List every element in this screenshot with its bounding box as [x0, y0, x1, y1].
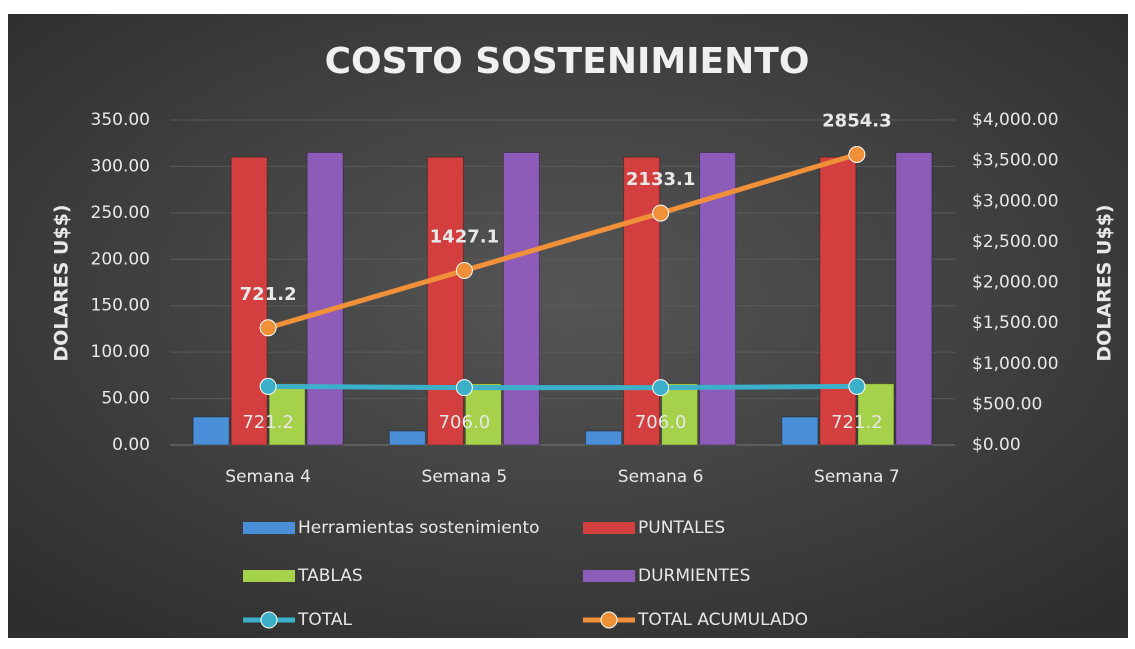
bar — [661, 383, 699, 446]
bar — [857, 383, 895, 446]
y-tick-label: 350.00 — [91, 110, 150, 130]
y2-tick-label: $3,000.00 — [972, 191, 1059, 211]
bar — [306, 152, 344, 446]
x-tick-label: Semana 4 — [225, 467, 311, 487]
data-label: 721.2 — [831, 412, 883, 433]
legend-swatch — [583, 570, 635, 582]
marker — [259, 377, 277, 395]
legend-marker — [260, 611, 278, 629]
line — [268, 383, 857, 391]
legend-swatch — [243, 570, 295, 582]
annotation: 2854.3 — [822, 110, 891, 131]
y-tick-label: 200.00 — [91, 249, 150, 269]
bar — [268, 383, 306, 446]
marker — [455, 261, 473, 279]
x-tick-label: Semana 6 — [618, 467, 704, 487]
legend-label: PUNTALES — [638, 518, 725, 538]
marker — [848, 377, 866, 395]
marker — [259, 319, 277, 337]
bar — [585, 430, 623, 446]
y-tick-label: 150.00 — [91, 296, 150, 316]
y-axis-title: DOLARES U$$) — [51, 204, 73, 361]
y-tick-label: 0.00 — [112, 435, 150, 455]
legend-label: TOTAL — [297, 610, 352, 630]
legend-label: DURMIENTES — [638, 566, 750, 586]
marker — [455, 379, 473, 397]
y2-tick-label: $2,000.00 — [972, 273, 1059, 293]
bar — [781, 416, 819, 446]
y2-tick-label: $2,500.00 — [972, 232, 1059, 252]
data-label: 706.0 — [439, 412, 491, 433]
y2-axis-title: DOLARES U$$) — [1094, 204, 1116, 361]
bar — [192, 416, 230, 446]
x-tick-label: Semana 7 — [814, 467, 900, 487]
bar — [426, 156, 464, 446]
legend-label: Herramientas sostenimiento — [298, 518, 540, 538]
y2-tick-label: $500.00 — [972, 394, 1042, 414]
bar — [464, 383, 502, 446]
bar — [623, 156, 661, 446]
chart-title: COSTO SOSTENIMIENTO — [325, 41, 810, 82]
legend-swatch — [583, 522, 635, 534]
annotation: 1427.1 — [430, 226, 499, 247]
y-tick-label: 50.00 — [101, 389, 150, 409]
marker — [652, 379, 670, 397]
legend-label: TOTAL ACUMULADO — [637, 610, 808, 630]
legend-label: TABLAS — [297, 566, 363, 586]
data-label: 706.0 — [635, 412, 687, 433]
y-tick-label: 250.00 — [91, 203, 150, 223]
bar — [388, 430, 426, 446]
y2-tick-label: $4,000.00 — [972, 110, 1059, 130]
y-tick-label: 100.00 — [91, 342, 150, 362]
chart-background — [8, 14, 1128, 638]
y-tick-label: 300.00 — [91, 156, 150, 176]
bar — [819, 156, 857, 446]
marker — [652, 204, 670, 222]
data-label: 721.2 — [242, 412, 294, 433]
bar — [502, 152, 540, 446]
x-tick-label: Semana 5 — [422, 467, 508, 487]
marker — [848, 145, 866, 163]
bar — [895, 152, 933, 446]
y2-tick-label: $3,500.00 — [972, 151, 1059, 171]
annotation: 721.2 — [240, 284, 297, 305]
annotation: 2133.1 — [626, 169, 695, 190]
y2-tick-label: $1,500.00 — [972, 313, 1059, 333]
bar — [230, 156, 268, 446]
legend-marker — [600, 611, 618, 629]
legend-swatch — [243, 522, 295, 534]
y2-tick-label: $0.00 — [972, 435, 1021, 455]
line — [267, 152, 858, 331]
y2-tick-label: $1,000.00 — [972, 354, 1059, 374]
